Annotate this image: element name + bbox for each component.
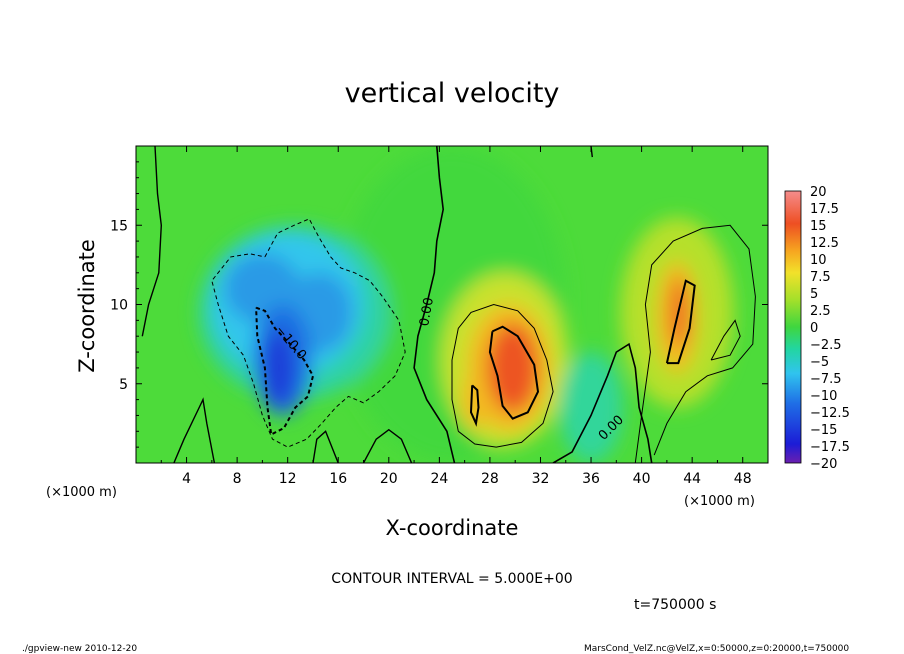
zero-contour [173,397,216,463]
plus10-contour [665,279,696,365]
x-tick-label: 28 [481,471,499,487]
colorbar-label: 5 [810,287,818,302]
x-tick-label: 12 [279,471,297,487]
colorbar-label: −7.5 [810,372,842,387]
y-tick-label: 10 [110,298,128,314]
zero-contour [312,430,339,463]
colorbar-labels: 20 17.5 15 12.5 10 7.5 5 2.5 0 −2.5 −5 −7.5 −10 −12.5… [810,185,850,472]
colorbar-label: 12.5 [810,236,839,251]
field-region [462,371,488,429]
footer-left: ./gpview-new 2010-12-20 [22,644,137,654]
x-tick-label: 32 [532,471,550,487]
contour-interval: CONTOUR INTERVAL = 5.000E+00 [331,571,572,587]
x-tick-label: 36 [582,471,600,487]
contour-label: 0.00 [417,296,437,327]
plot-area: 0.000.00−10.0 [136,146,768,463]
colorbar-label: 10 [810,253,827,268]
x-tick-label: 24 [430,471,448,487]
field-region [263,329,294,406]
x-unit-label-right: (×1000 m) [684,494,755,509]
colorbar-label: 20 [810,185,827,200]
x-tick-label: 4 [182,471,191,487]
y-axis: 5 10 15 [110,161,768,448]
positive-contour [451,303,554,448]
colorbar-label: 7.5 [810,270,831,285]
colorbar-label: −17.5 [810,440,850,455]
zero-contour [141,146,163,337]
y-axis-label: Z-coordinate [75,239,99,373]
x-tick-label: 44 [683,471,701,487]
negative-contour [211,218,406,448]
zero-contour [362,428,413,463]
zero-contour [552,342,653,463]
colorbar-label: −10 [810,389,837,404]
x-tick-label: 8 [233,471,242,487]
y-tick-label: 5 [119,377,128,393]
plus10-contour [488,325,540,420]
zero-contour [413,146,456,463]
minus10-contour [255,306,315,437]
velocity-field [199,146,734,463]
x-axis-label: X-coordinate [386,516,519,540]
footer-right: MarsCond_VelZ.nc@VelZ,x=0:50000,z=0:2000… [584,644,849,654]
x-axis: 4 8 12 16 20 24 28 32 36 40 44 48 [160,146,752,487]
colorbar-label: −15 [810,423,837,438]
y-tick-label: 15 [110,218,128,234]
chart-title: vertical velocity [345,78,560,109]
x-tick-label: 20 [380,471,398,487]
colorbar-label: 2.5 [810,304,831,319]
field-region [559,352,623,463]
colorbar-label: −2.5 [810,338,842,353]
x-tick-label: 48 [734,471,752,487]
plus10-contour [469,384,480,427]
colorbar-label: 0 [810,321,818,336]
colorbar-label: −20 [810,457,837,472]
x-tick-label: 16 [329,471,347,487]
time-label: t=750000 s [634,597,716,613]
colorbar-label: −5 [810,355,829,370]
colorbar-label: 17.5 [810,202,839,217]
colorbar-label: −12.5 [810,406,850,421]
x-tick-label: 40 [633,471,651,487]
colorbar-label: 15 [810,219,827,234]
x-unit-label-left: (×1000 m) [46,485,117,500]
positive-contour [710,319,741,361]
colorbar: 20 17.5 15 12.5 10 7.5 5 2.5 0 −2.5 −5 −7.5 −10 −12.5… [784,185,850,472]
positive-contour [634,224,756,463]
colorbar-scale [784,190,802,464]
